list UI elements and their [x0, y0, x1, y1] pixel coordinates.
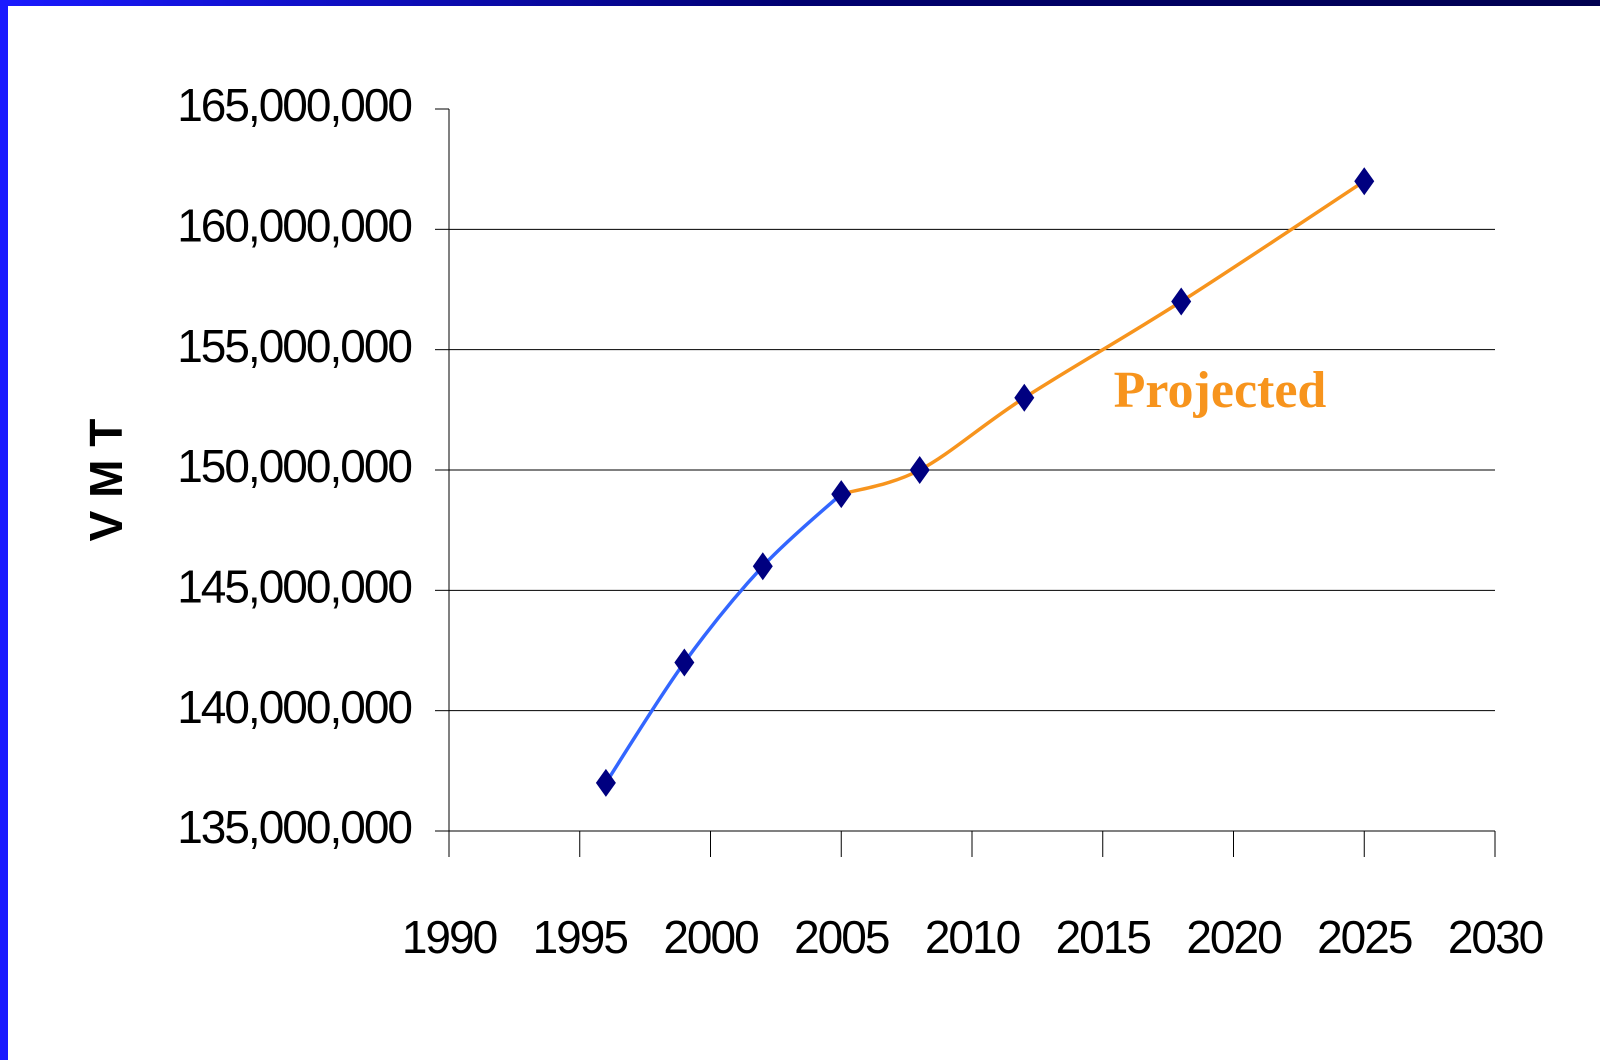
x-tick-label: 2010 [925, 911, 1020, 963]
marker [909, 456, 930, 484]
y-tick-label: 155,000,000 [177, 320, 411, 372]
marker [831, 480, 852, 509]
y-tick-label: 135,000,000 [177, 801, 411, 853]
left-border [0, 0, 8, 1060]
series-line [604, 492, 843, 784]
annotation: Projected [1114, 362, 1327, 419]
marker [1171, 287, 1192, 316]
y-tick-label: 140,000,000 [177, 681, 411, 733]
marker [752, 552, 773, 581]
x-tick-label: 1995 [533, 911, 628, 963]
y-axis-label: V M T [80, 419, 132, 542]
series-line [840, 179, 1366, 496]
x-tick-label: 2030 [1448, 911, 1543, 963]
y-tick-label: 145,000,000 [177, 560, 411, 612]
x-tick-label: 2025 [1317, 911, 1412, 963]
x-tick-label: 2020 [1186, 911, 1281, 963]
x-tick-label: 2015 [1056, 911, 1151, 963]
marker [1014, 383, 1035, 412]
marker [595, 768, 616, 797]
x-tick-label: 1990 [402, 911, 497, 963]
top-border [0, 0, 1600, 6]
marker [674, 648, 695, 677]
y-tick-label: 165,000,000 [177, 79, 411, 131]
x-tick-label: 2000 [663, 911, 758, 963]
marker [1354, 167, 1375, 196]
y-tick-label: 160,000,000 [177, 199, 411, 251]
x-tick-label: 2005 [794, 911, 889, 963]
y-tick-label: 150,000,000 [177, 440, 411, 492]
